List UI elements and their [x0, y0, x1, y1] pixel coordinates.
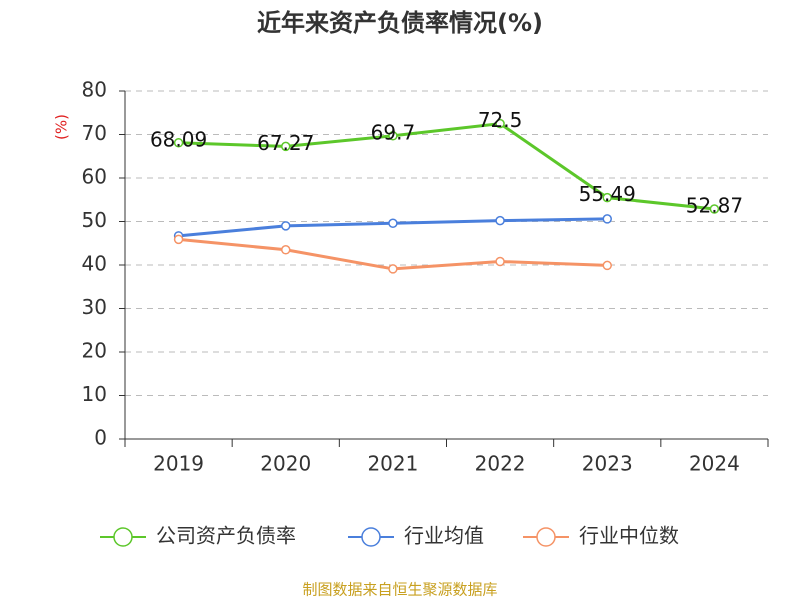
x-tick-label: 2021: [367, 452, 418, 476]
data-point: [173, 138, 184, 148]
data-point: [602, 192, 612, 203]
data-point: [709, 204, 720, 214]
y-tick-label: 70: [82, 121, 107, 145]
y-axis-label: (%): [53, 114, 71, 140]
source-note: 制图数据来自恒生聚源数据库: [302, 581, 497, 599]
data-label: 69.7: [371, 120, 416, 144]
legend-marker: [536, 527, 556, 547]
data-point: [495, 256, 505, 267]
y-tick-label: 80: [82, 78, 107, 102]
data-point: [388, 131, 398, 141]
y-tick-label: 50: [82, 208, 107, 232]
data-point: [495, 118, 505, 129]
x-tick-label: 2020: [260, 452, 311, 476]
y-tick-label: 60: [82, 165, 107, 189]
legend-label: 行业中位数: [579, 524, 679, 548]
legend-marker: [361, 527, 381, 547]
data-label: 52.87: [686, 194, 743, 218]
data-point: [388, 218, 398, 228]
x-tick-label: 2023: [582, 452, 633, 476]
data-point: [602, 260, 612, 271]
y-tick-label: 10: [82, 382, 107, 406]
data-point: [281, 221, 291, 231]
y-tick-label: 30: [82, 295, 107, 319]
data-point: [281, 245, 291, 255]
data-point: [602, 214, 612, 224]
data-point: [388, 264, 398, 274]
data-label: 67.27: [257, 131, 314, 155]
series-line: [178, 122, 715, 211]
x-tick-label: 2024: [689, 452, 740, 476]
legend-label: 行业均值: [404, 524, 484, 548]
x-tick-label: 2019: [153, 452, 204, 476]
x-tick-label: 2022: [475, 452, 526, 476]
y-tick-label: 0: [94, 426, 107, 450]
chart-title: 近年来资产负债率情况(%): [257, 9, 543, 37]
legend-label: 公司资产负债率: [156, 524, 296, 548]
data-label: 68.09: [150, 127, 207, 151]
legend-marker: [113, 527, 133, 547]
data-label: 55.49: [579, 182, 636, 206]
data-point: [173, 234, 184, 245]
data-label: 72.5: [478, 108, 523, 132]
y-tick-label: 20: [82, 339, 107, 363]
data-point: [495, 215, 505, 226]
y-tick-label: 40: [82, 252, 107, 276]
data-point: [281, 141, 291, 152]
